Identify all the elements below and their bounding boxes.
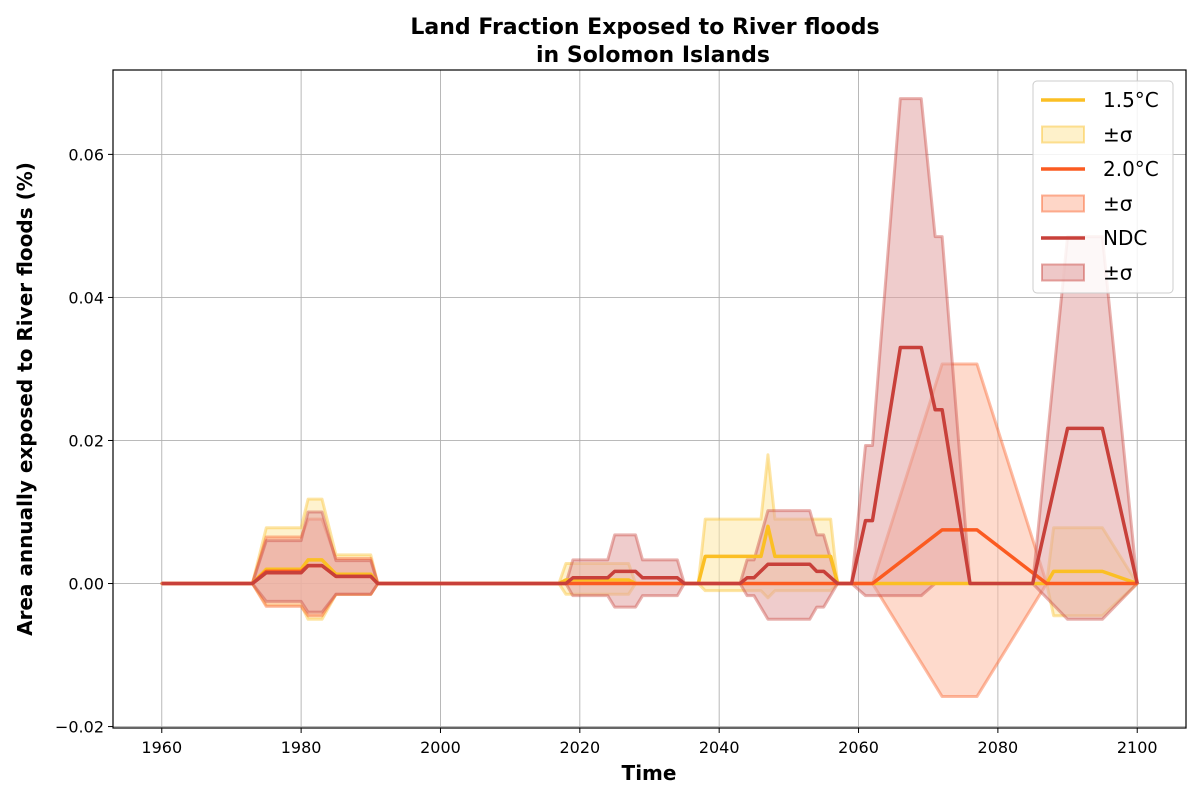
x-tick-label: 1960 (141, 738, 182, 757)
x-tick-label: 2080 (978, 738, 1019, 757)
y-tick-label: 0.00 (68, 575, 104, 594)
y-tick-label: −0.02 (55, 718, 104, 737)
y-tick-label: 0.06 (68, 145, 104, 164)
legend-band-label: ±σ (1103, 123, 1133, 147)
legend-series-label: 1.5°C (1103, 88, 1159, 112)
chart-title-line-1: Land Fraction Exposed to River floods (410, 15, 879, 40)
y-tick-label: 0.04 (68, 288, 104, 307)
x-tick-label: 2060 (838, 738, 879, 757)
ndc-mean-line (161, 345, 1139, 586)
legend-band-label: ±σ (1103, 261, 1133, 285)
x-tick-label: 1980 (281, 738, 322, 757)
x-tick-label: 2040 (699, 738, 740, 757)
plot-frame (112, 69, 1187, 729)
x-tick-label: 2100 (1117, 738, 1158, 757)
series-lines (161, 345, 1139, 586)
legend-band-swatch (1041, 194, 1085, 213)
chart-title-line-2: in Solomon Islands (536, 43, 770, 68)
legend-series-label: NDC (1103, 226, 1147, 250)
x-tick-label: 2020 (559, 738, 600, 757)
x-axis-label: Time (622, 761, 677, 785)
legend-series-label: 2.0°C (1103, 157, 1159, 181)
legend: 1.5°C ±σ 2.0°C ±σ NDC ±σ (1032, 80, 1174, 294)
axis-ticks: 1960 1980 2000 2020 2040 2060 2080 2100 −0.02 0.0… (55, 145, 1158, 757)
legend-band-swatch (1041, 125, 1085, 144)
x-tick-label: 2000 (420, 738, 461, 757)
y-axis-label: Area annually exposed to River floods (%… (13, 162, 37, 636)
legend-band-label: ±σ (1103, 192, 1133, 216)
legend-band-swatch (1041, 263, 1085, 282)
y-tick-label: 0.02 (68, 431, 104, 450)
